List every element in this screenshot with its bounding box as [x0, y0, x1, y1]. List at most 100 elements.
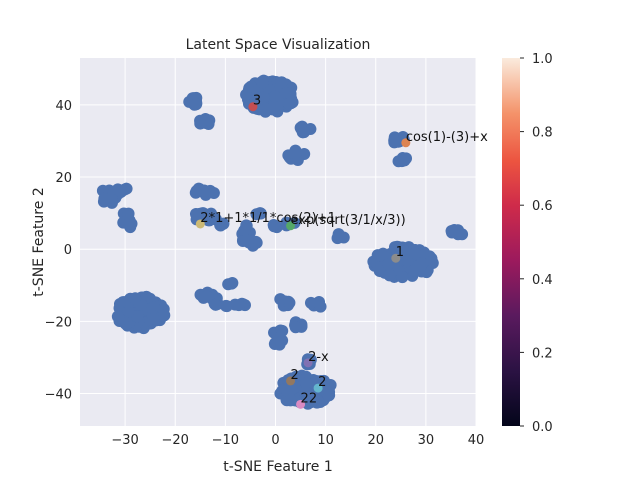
data-point — [128, 292, 141, 305]
data-point — [122, 208, 135, 221]
x-tick-label: 10 — [317, 433, 334, 448]
data-point — [200, 290, 213, 303]
data-point — [289, 321, 302, 334]
point-annotation: 22 — [301, 391, 318, 406]
x-tick-label: −10 — [212, 433, 239, 448]
data-point — [240, 233, 253, 246]
data-point — [401, 254, 414, 267]
data-point — [190, 98, 203, 111]
data-point — [118, 183, 131, 196]
data-point — [274, 293, 287, 306]
data-point — [111, 310, 124, 323]
y-tick-label: −40 — [45, 388, 72, 403]
data-point — [194, 117, 207, 130]
y-tick-labels: −40 −20 0 20 40 — [45, 99, 72, 403]
data-point — [276, 324, 289, 337]
data-point — [123, 217, 136, 230]
data-point — [456, 228, 469, 241]
colorbar — [502, 58, 520, 426]
data-point — [285, 383, 298, 396]
data-point — [189, 186, 202, 199]
highlighted-point — [296, 399, 306, 409]
point-annotation: 1 — [396, 245, 404, 260]
colorbar-tick-label: 0.0 — [532, 420, 553, 435]
data-point — [256, 76, 269, 89]
y-tick-label: −20 — [45, 315, 72, 330]
point-annotation: 2 — [291, 368, 299, 383]
x-tick-labels: −30 −20 −10 0 10 20 30 40 — [111, 433, 484, 448]
point-annotation: cos(1)-(3)+x — [406, 130, 488, 145]
data-point — [397, 243, 410, 256]
data-point — [197, 207, 210, 220]
x-tick-label: −30 — [111, 433, 138, 448]
highlighted-point — [195, 219, 205, 229]
highlighted-point — [286, 221, 296, 231]
data-point — [383, 269, 396, 282]
y-tick-label: 0 — [64, 243, 72, 258]
chart-title: Latent Space Visualization — [186, 37, 371, 53]
data-point — [257, 91, 270, 104]
data-point — [226, 277, 239, 290]
x-tick-label: 0 — [271, 433, 279, 448]
x-tick-label: 30 — [418, 433, 435, 448]
highlighted-point — [401, 138, 411, 148]
data-point — [409, 247, 422, 260]
y-tick-label: 20 — [55, 171, 72, 186]
data-point — [253, 207, 266, 220]
data-point — [273, 338, 286, 351]
highlighted-points — [195, 102, 411, 409]
data-point — [147, 312, 160, 325]
point-annotation: 3 — [253, 94, 261, 109]
highlighted-point — [303, 358, 313, 368]
data-point — [299, 386, 312, 399]
y-axis-label: t-SNE Feature 2 — [31, 187, 47, 296]
data-point — [209, 298, 222, 311]
highlighted-point — [391, 253, 401, 263]
point-annotation: 2*1+1*1/1*cos(2)+1 — [200, 211, 336, 226]
point-annotations: 3 cos(1)-(3)+x 2*1+1*1/1*cos(2)+1exp(sqrt(… — [200, 94, 488, 407]
colorbar-tick-label: 0.8 — [532, 126, 553, 141]
data-point — [333, 230, 346, 243]
data-point — [283, 296, 296, 309]
y-tick-label: 40 — [55, 99, 72, 114]
data-point — [388, 134, 401, 147]
colorbar-tick-labels: 0.0 0.2 0.4 0.6 0.8 1.0 — [520, 52, 553, 435]
data-point — [238, 224, 251, 237]
data-point — [268, 100, 281, 113]
highlighted-point — [248, 102, 258, 112]
point-annotation: 2 — [318, 375, 326, 390]
highlighted-point — [313, 383, 323, 393]
data-point — [445, 226, 458, 239]
data-point — [122, 305, 135, 318]
data-point — [284, 87, 297, 100]
data-point — [214, 219, 227, 232]
data-point — [199, 188, 212, 201]
data-point — [158, 309, 171, 322]
data-point — [203, 114, 216, 127]
data-point — [289, 147, 302, 160]
data-point — [267, 219, 280, 232]
highlighted-point — [286, 376, 296, 386]
x-tick-label: −20 — [162, 433, 189, 448]
data-point — [298, 126, 311, 139]
data-point — [300, 377, 313, 390]
data-point — [415, 257, 428, 270]
data-point — [398, 153, 411, 166]
data-point — [284, 394, 297, 407]
x-tick-label: 40 — [468, 433, 485, 448]
data-point — [275, 76, 288, 89]
colorbar-tick-label: 0.2 — [532, 346, 553, 361]
data-point — [282, 97, 295, 110]
x-axis-label: t-SNE Feature 1 — [223, 459, 332, 475]
colorbar-tick-label: 0.4 — [532, 273, 553, 288]
colorbar-tick-label: 0.6 — [532, 199, 553, 214]
data-point — [105, 191, 118, 204]
colorbar-tick-label: 1.0 — [532, 52, 553, 67]
data-point — [268, 90, 281, 103]
data-point — [376, 249, 389, 262]
data-point — [313, 295, 326, 308]
point-annotation: 2-x — [308, 350, 329, 365]
data-point — [131, 310, 144, 323]
x-tick-label: 20 — [367, 433, 384, 448]
